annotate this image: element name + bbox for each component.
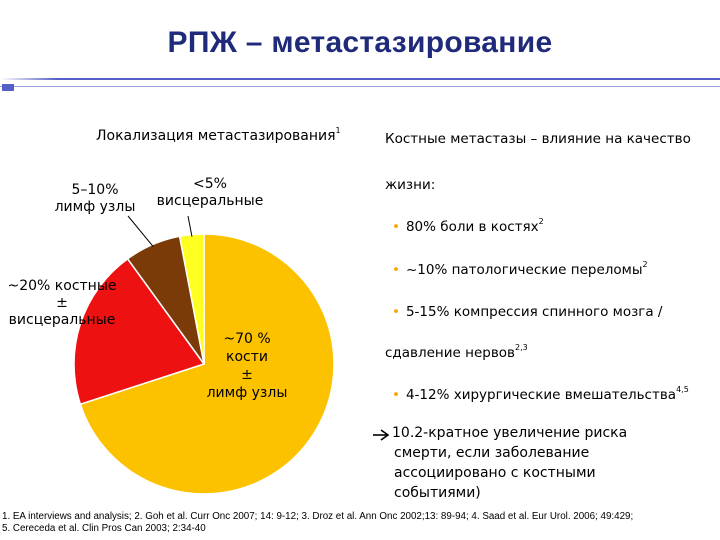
label-bones-visceral-line1: ~20% костные xyxy=(7,278,117,294)
leader-line-lymph xyxy=(127,215,154,247)
arrow-right-icon xyxy=(373,429,390,441)
bullet-dot-3: • xyxy=(392,304,400,320)
label-bones-visceral-line3: висцеральные xyxy=(8,312,116,328)
slide-title: РПЖ – метастазирование xyxy=(167,26,553,59)
pie-slice-bones xyxy=(79,233,335,495)
label-visceral-line1: <5% xyxy=(193,176,227,192)
label-visceral-line2: висцеральные xyxy=(156,193,264,209)
label-lymph-line1: 5–10% xyxy=(71,182,119,198)
bullet-3-continuation: сдавление нервов2,3 xyxy=(385,343,528,361)
label-bones-line1: ~70 % xyxy=(223,331,271,347)
continuation-sup: 2,3 xyxy=(515,343,528,352)
label-visceral: <5% висцеральные xyxy=(150,176,270,210)
bullet-3: • 5-15% компрессия спинного мозга / xyxy=(392,304,662,320)
arrow-text-line4: событиями) xyxy=(394,485,481,501)
label-bones-visceral: ~20% костные ± висцеральные xyxy=(0,278,124,329)
left-heading-sup: 1 xyxy=(335,126,341,135)
bullet-dot-2: • xyxy=(392,262,400,278)
bullet-2-text: ~10% патологические переломы xyxy=(405,262,643,278)
arrow-text-line2: смерти, если заболевание xyxy=(394,445,590,461)
label-bones-line4: лимф узлы xyxy=(206,385,288,401)
label-bones-line2: кости xyxy=(226,349,268,365)
footnote-line2: 5. Cereceda et al. Clin Pros Can 2003; 2… xyxy=(2,523,206,534)
title-rule xyxy=(0,78,720,91)
right-heading-line2: жизни: xyxy=(385,177,436,193)
bullet-4: • 4-12% хирургические вмешательства4,5 xyxy=(392,385,689,403)
bullet-4-text: 4-12% хирургические вмешательства xyxy=(405,387,677,403)
label-bones: ~70 % кости ± лимф узлы xyxy=(192,330,302,402)
left-heading: Локализация метастазирования1 xyxy=(96,126,341,144)
arrow-text-line1: 10.2-кратное увеличение риска xyxy=(392,425,628,441)
bullet-2: • ~10% патологические переломы2 xyxy=(392,260,648,278)
footnote-line1: 1. EA interviews and analysis; 2. Goh et… xyxy=(2,511,634,522)
left-heading-text: Локализация метастазирования xyxy=(96,128,336,144)
bullet-1-sup: 2 xyxy=(538,217,544,226)
bullet-2-sup: 2 xyxy=(642,260,648,269)
bullet-dot-4: • xyxy=(392,387,400,403)
label-bones-visceral-line2: ± xyxy=(56,295,68,311)
continuation-text: сдавление нервов xyxy=(385,345,515,361)
leader-line-visceral xyxy=(187,215,193,237)
bullet-1-text: 80% боли в костях xyxy=(405,219,539,235)
right-heading-line1: Костные метастазы – влияние на качество xyxy=(385,131,691,147)
bullet-dot-1: • xyxy=(392,219,400,235)
bullet-4-sup: 4,5 xyxy=(676,385,689,394)
pie-slice-bones-visceral xyxy=(73,257,206,406)
label-lymph: 5–10% лимф узлы xyxy=(40,182,150,216)
arrow-text-line3: ассоциировано с костными xyxy=(394,465,596,481)
label-lymph-line2: лимф узлы xyxy=(54,199,136,215)
footnote: 1. EA interviews and analysis; 2. Goh et… xyxy=(2,511,633,535)
arrow-text: 10.2-кратное увеличение риска смерти, ес… xyxy=(392,423,627,503)
bullet-3-text: 5-15% компрессия спинного мозга / xyxy=(405,304,663,320)
label-bones-line3: ± xyxy=(241,367,253,383)
bullet-1: • 80% боли в костях2 xyxy=(392,217,544,235)
